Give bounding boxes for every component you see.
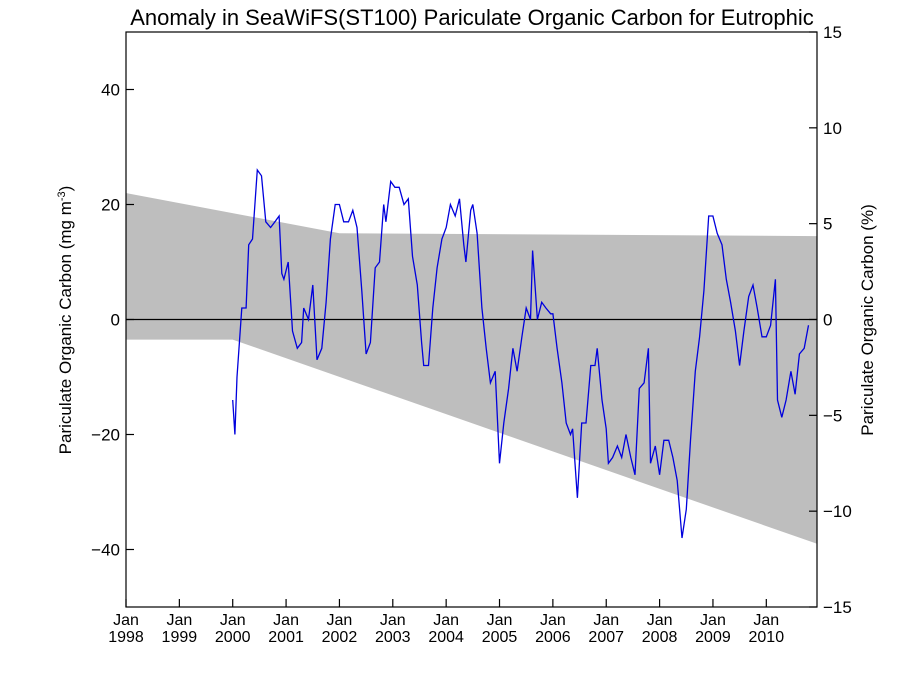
x-tick-month-label: Jan bbox=[220, 612, 246, 629]
x-tick-year-label: 2005 bbox=[482, 629, 518, 646]
x-tick-year-label: 2004 bbox=[428, 629, 464, 646]
left-tick-label: −40 bbox=[91, 541, 120, 560]
plot-area bbox=[125, 31, 818, 608]
x-axis: Jan1998Jan1999Jan2000Jan2001Jan2002Jan20… bbox=[108, 599, 784, 646]
x-tick-month-label: Jan bbox=[327, 612, 353, 629]
right-tick-label: 15 bbox=[823, 23, 842, 42]
left-axis: −40 −20 0 20 40 bbox=[91, 81, 134, 560]
x-tick-month-label: Jan bbox=[273, 612, 299, 629]
x-tick-year-label: 2000 bbox=[215, 629, 251, 646]
x-tick-year-label: 2008 bbox=[642, 629, 678, 646]
chart-title: Anomaly in SeaWiFS(ST100) Pariculate Org… bbox=[130, 5, 814, 30]
x-tick-month-label: Jan bbox=[113, 612, 139, 629]
x-tick-month-label: Jan bbox=[700, 612, 726, 629]
right-tick-label: −5 bbox=[823, 406, 842, 425]
left-tick-label: 0 bbox=[111, 311, 120, 330]
x-tick-year-label: 1999 bbox=[162, 629, 198, 646]
x-tick-year-label: 1998 bbox=[108, 629, 144, 646]
right-tick-label: 10 bbox=[823, 119, 842, 138]
x-tick-year-label: 2006 bbox=[535, 629, 571, 646]
y-axis-title-right: Pariculate Organic Carbon (%) bbox=[858, 204, 877, 435]
x-tick-month-label: Jan bbox=[593, 612, 619, 629]
left-tick-label: −20 bbox=[91, 426, 120, 445]
x-tick-year-label: 2001 bbox=[268, 629, 304, 646]
x-tick-year-label: 2009 bbox=[695, 629, 731, 646]
x-tick-year-label: 2002 bbox=[322, 629, 358, 646]
x-tick-month-label: Jan bbox=[753, 612, 779, 629]
left-tick-label: 20 bbox=[101, 196, 120, 215]
series-line-anomaly bbox=[232, 168, 810, 539]
x-tick-month-label: Jan bbox=[487, 612, 513, 629]
y-axis-title-left: Pariculate Organic Carbon (mg m-3) bbox=[56, 186, 75, 455]
x-tick-year-label: 2007 bbox=[588, 629, 624, 646]
x-tick-month-label: Jan bbox=[380, 612, 406, 629]
right-axis: −15 −10 −5 0 5 10 15 bbox=[809, 23, 852, 617]
x-tick-year-label: 2003 bbox=[375, 629, 411, 646]
right-tick-label: 5 bbox=[823, 215, 832, 234]
right-tick-label: 0 bbox=[823, 311, 832, 330]
right-tick-label: −15 bbox=[823, 598, 852, 617]
x-tick-year-label: 2010 bbox=[749, 629, 785, 646]
uncertainty-band bbox=[126, 193, 817, 544]
x-tick-month-label: Jan bbox=[433, 612, 459, 629]
x-tick-month-label: Jan bbox=[540, 612, 566, 629]
x-tick-month-label: Jan bbox=[647, 612, 673, 629]
right-tick-label: −10 bbox=[823, 502, 852, 521]
x-tick-month-label: Jan bbox=[166, 612, 192, 629]
left-tick-label: 40 bbox=[101, 81, 120, 100]
